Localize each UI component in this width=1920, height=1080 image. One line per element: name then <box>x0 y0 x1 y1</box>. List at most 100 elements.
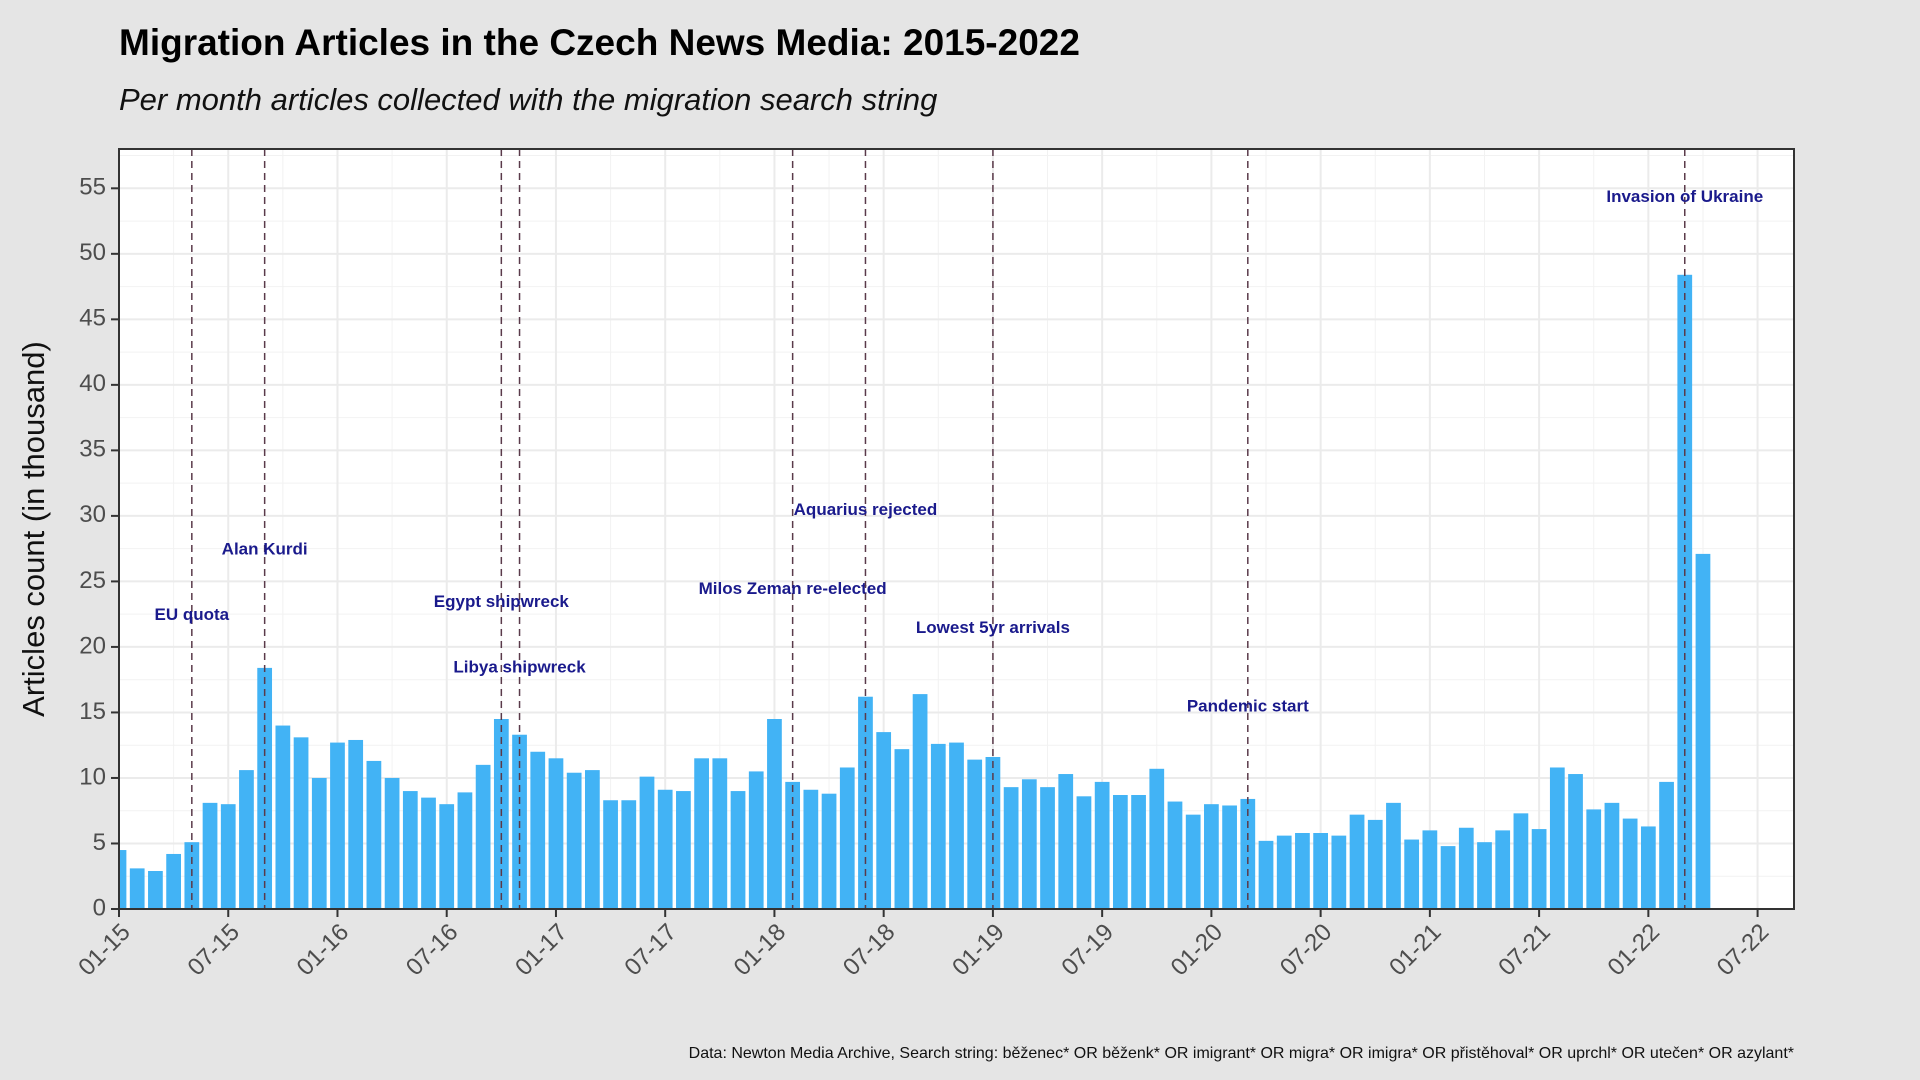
annotation-label: Egypt shipwreck <box>434 592 570 611</box>
bar <box>1531 829 1547 909</box>
bar <box>421 797 436 909</box>
bar <box>876 732 892 909</box>
bar <box>894 749 910 909</box>
bar <box>148 871 163 909</box>
bar <box>239 770 254 909</box>
bar <box>1112 795 1128 909</box>
plot-border <box>118 148 1795 910</box>
annotation-label: Milos Zeman re-elected <box>699 579 887 598</box>
annotation-label: EU quota <box>155 605 230 624</box>
bar <box>1386 802 1401 909</box>
bar <box>166 853 181 909</box>
bar <box>839 767 855 909</box>
bar <box>1131 795 1146 909</box>
bar <box>1167 801 1183 909</box>
bar <box>1276 835 1292 909</box>
bar <box>912 694 928 909</box>
bar <box>1568 774 1583 909</box>
bar <box>639 776 655 909</box>
bar <box>119 850 127 909</box>
bar <box>967 759 983 909</box>
bar <box>566 772 582 909</box>
bar <box>366 760 382 909</box>
bar <box>676 791 691 909</box>
annotation-label: Libya shipwreck <box>453 657 586 676</box>
chart-subtitle: Per month articles collected with the mi… <box>119 82 937 117</box>
annotation-label: Lowest 5yr arrivals <box>916 618 1070 637</box>
bar <box>548 758 564 909</box>
bar <box>1495 830 1511 909</box>
bar <box>1695 553 1711 909</box>
bar <box>384 777 400 909</box>
bar <box>1404 839 1420 909</box>
bar <box>1185 814 1201 909</box>
bar <box>1458 827 1474 909</box>
bar <box>1222 805 1237 909</box>
bar <box>348 739 364 909</box>
chart-title: Migration Articles in the Czech News Med… <box>119 22 1080 63</box>
y-tick-label: 45 <box>79 305 106 332</box>
bar <box>730 791 746 909</box>
y-axis-title: Articles count (in thousand) <box>16 341 51 717</box>
y-tick-label: 0 <box>93 894 106 921</box>
y-tick-label: 35 <box>79 436 106 463</box>
bar <box>1549 767 1565 909</box>
bar <box>1058 774 1074 909</box>
bar <box>1258 840 1274 909</box>
bar <box>621 800 637 909</box>
bar <box>712 758 728 909</box>
bar <box>457 792 473 909</box>
y-tick-label: 40 <box>79 370 106 397</box>
bar <box>402 791 418 909</box>
bar <box>311 777 327 909</box>
bar <box>584 770 600 909</box>
caption: Data: Newton Media Archive, Search strin… <box>689 1045 1794 1062</box>
bar <box>1204 804 1219 909</box>
bar <box>1640 826 1656 909</box>
bar <box>1513 813 1529 909</box>
bar <box>220 804 236 909</box>
bar <box>530 751 546 909</box>
bar <box>1659 781 1674 909</box>
y-tick-label: 25 <box>79 567 106 594</box>
bar <box>767 719 782 909</box>
bar <box>1021 779 1037 909</box>
bar <box>293 737 309 909</box>
bar <box>1040 787 1055 909</box>
bar <box>930 743 946 909</box>
bar <box>1604 802 1620 909</box>
annotation-label: Aquarius rejected <box>794 500 938 519</box>
y-tick-label: 20 <box>79 632 106 659</box>
bar <box>129 868 145 909</box>
bar <box>1622 818 1638 909</box>
y-tick-label: 10 <box>79 763 106 790</box>
bar <box>1003 787 1019 909</box>
bar <box>949 742 964 909</box>
bar <box>821 793 837 909</box>
bar <box>1367 819 1383 909</box>
bar <box>1440 846 1456 909</box>
bar <box>1313 833 1329 909</box>
y-tick-label: 50 <box>79 239 106 266</box>
bar <box>603 800 618 909</box>
bar <box>657 789 673 909</box>
bar <box>330 742 345 909</box>
bar <box>202 802 218 909</box>
y-tick-label: 5 <box>93 829 106 856</box>
bar <box>1331 835 1347 909</box>
bar <box>1422 830 1438 909</box>
bar <box>748 771 764 909</box>
bar <box>439 804 455 909</box>
y-tick-label: 30 <box>79 501 106 528</box>
bar <box>1149 768 1165 909</box>
bar <box>694 758 709 909</box>
bar <box>1094 781 1110 909</box>
bar <box>1477 842 1492 909</box>
annotation-label: Pandemic start <box>1187 697 1309 716</box>
bar <box>275 725 291 909</box>
y-tick-label: 55 <box>79 174 106 201</box>
bar <box>803 789 819 909</box>
annotation-label: Invasion of Ukraine <box>1606 187 1763 206</box>
y-tick-label: 15 <box>79 698 106 725</box>
